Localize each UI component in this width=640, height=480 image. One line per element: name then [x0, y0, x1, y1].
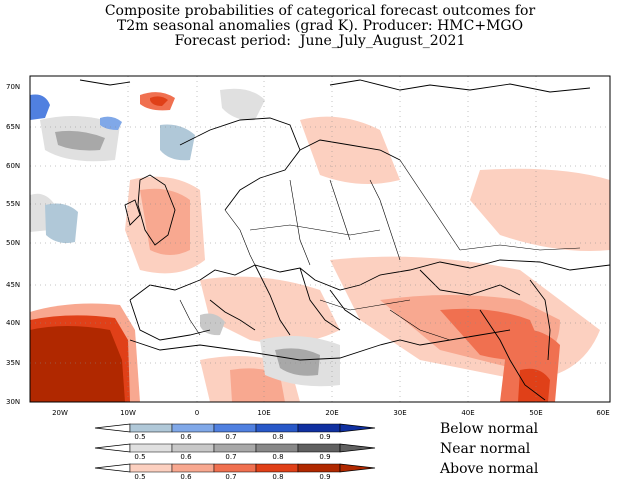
legend-tick: 0.9 — [319, 473, 330, 480]
lon-label: 40E — [461, 409, 474, 417]
legend-arrow-right — [339, 443, 376, 453]
legend-tick: 0.7 — [225, 453, 236, 461]
below-normal-regions — [30, 94, 195, 244]
legend-label-above: Above normal — [440, 461, 539, 477]
legend-arrow-right — [339, 463, 376, 473]
map-area — [30, 76, 610, 402]
map-frame — [29, 75, 611, 403]
title-line-2: T2m seasonal anomalies (grad K). Produce… — [116, 18, 524, 34]
legend-swatch — [213, 423, 257, 433]
lat-label: 45N — [6, 281, 20, 289]
legend-bars: 0.5 0.6 0.7 0.8 0.9 0.5 0.6 0.7 0.8 0.9 0.5 0.6 0.7 0… — [94, 423, 376, 480]
legend-swatch — [297, 463, 341, 473]
legend-swatch — [213, 443, 257, 453]
map-title: Composite probabilities of categorical f… — [0, 4, 640, 49]
lat-label: 65N — [6, 123, 20, 131]
legend-tick: 0.6 — [180, 473, 192, 480]
legend-swatch — [129, 423, 173, 433]
lon-label: 10W — [120, 409, 136, 417]
legend-swatch — [129, 463, 173, 473]
lon-label: 20W — [52, 409, 68, 417]
lon-labels: 20W 10W 0 10E 20E 30E 40E 50E 60E — [52, 409, 610, 417]
legend-tick: 0.9 — [319, 453, 330, 461]
legend-swatch — [297, 443, 341, 453]
legend-arrow-left — [94, 463, 131, 473]
legend-swatch — [255, 443, 299, 453]
legend-tick: 0.8 — [272, 433, 283, 441]
above-normal-regions — [30, 92, 610, 402]
lon-label: 10E — [257, 409, 270, 417]
legend-tick: 0.6 — [180, 453, 192, 461]
legend-arrow-right — [339, 423, 376, 433]
lon-label: 50E — [529, 409, 542, 417]
lat-label: 60N — [6, 162, 20, 170]
graticule — [30, 76, 610, 402]
lon-label: 30E — [393, 409, 406, 417]
title-line-3: Forecast period: June_July_August_2021 — [174, 33, 466, 49]
lat-label: 40N — [6, 319, 20, 327]
legend-swatch — [171, 423, 215, 433]
legend-label-near: Near normal — [440, 441, 531, 457]
legend-label-below: Below normal — [440, 421, 539, 437]
legend-swatch — [255, 463, 299, 473]
lat-labels: 70N 65N 60N 55N 50N 45N 40N 35N 30N — [6, 83, 20, 406]
coastlines — [79, 79, 610, 401]
legend-swatch — [171, 463, 215, 473]
legend-swatch — [129, 443, 173, 453]
legend-tick: 0.5 — [134, 433, 145, 441]
legend-swatch — [297, 423, 341, 433]
legend-swatch — [213, 463, 257, 473]
legend-swatch — [171, 443, 215, 453]
legend-tick: 0.8 — [272, 473, 283, 480]
legend-tick: 0.5 — [134, 453, 145, 461]
country-borders — [179, 159, 581, 341]
lat-label: 30N — [6, 398, 20, 406]
lat-label: 70N — [6, 83, 20, 91]
legend-tick: 0.9 — [319, 433, 330, 441]
legend-tick: 0.5 — [134, 473, 145, 480]
legend-tick: 0.7 — [225, 473, 236, 480]
lat-label: 35N — [6, 359, 20, 367]
legend-arrow-left — [94, 443, 131, 453]
lat-label: 55N — [6, 200, 20, 208]
legend-arrow-left — [94, 423, 131, 433]
title-line-1: Composite probabilities of categorical f… — [104, 3, 536, 19]
lat-label: 50N — [6, 239, 20, 247]
lon-label: 20E — [325, 409, 338, 417]
legend-tick: 0.6 — [180, 433, 192, 441]
lon-label: 0 — [195, 409, 199, 417]
legend-tick: 0.7 — [225, 433, 236, 441]
legend-tick: 0.8 — [272, 453, 283, 461]
legend-swatch — [255, 423, 299, 433]
lon-label: 60E — [596, 409, 609, 417]
